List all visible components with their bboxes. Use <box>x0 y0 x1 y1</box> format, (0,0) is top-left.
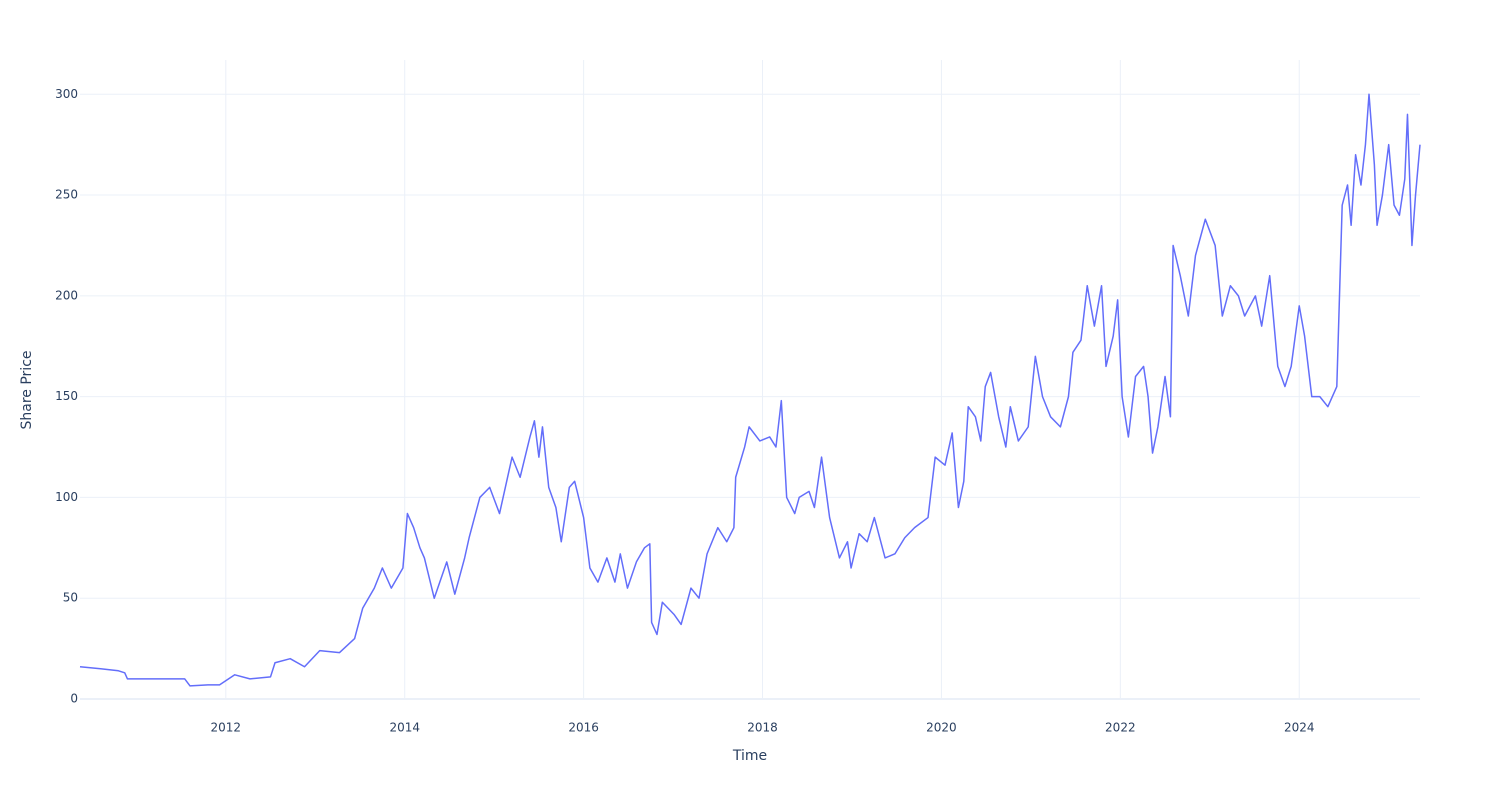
x-tick-label: 2014 <box>389 721 420 735</box>
x-tick-label: 2018 <box>747 721 778 735</box>
x-tick-label: 2012 <box>211 721 242 735</box>
x-axis-title: Time <box>732 748 767 764</box>
y-axis-title: Share Price <box>19 350 35 429</box>
y-tick-label: 50 <box>63 591 78 605</box>
y-tick-label: 0 <box>70 692 78 706</box>
price-line <box>79 93 1421 687</box>
x-tick-label: 2022 <box>1105 721 1136 735</box>
y-tick-label: 150 <box>55 389 78 403</box>
x-tick-label: 2020 <box>926 721 957 735</box>
x-tick-label: 2024 <box>1284 721 1315 735</box>
y-tick-label: 250 <box>55 188 78 202</box>
y-tick-label: 300 <box>55 87 78 101</box>
y-tick-label: 100 <box>55 490 78 504</box>
x-tick-label: 2016 <box>568 721 599 735</box>
y-tick-label: 200 <box>55 288 78 302</box>
